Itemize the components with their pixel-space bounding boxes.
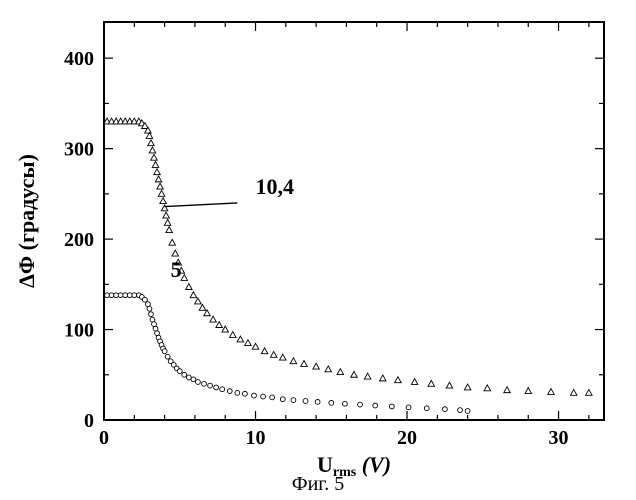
svg-text:100: 100 [64,320,94,342]
svg-text:10: 10 [246,427,266,449]
figure-caption: Фиг. 5 [0,473,636,496]
series-label-lower: 5 [171,257,182,282]
svg-text:20: 20 [397,427,417,449]
svg-text:ΔΦ (градусы): ΔΦ (градусы) [14,154,39,288]
figure-container: 0102030Urms (V)0100200300400ΔΦ (градусы)… [0,0,636,500]
svg-text:0: 0 [99,427,109,449]
svg-text:30: 30 [549,427,569,449]
chart-svg: 0102030Urms (V)0100200300400ΔΦ (градусы)… [0,0,636,500]
svg-text:300: 300 [64,139,94,161]
svg-text:0: 0 [84,410,94,432]
series-label-upper: 10,4 [256,174,294,199]
svg-text:200: 200 [64,229,94,251]
svg-text:400: 400 [64,48,94,70]
